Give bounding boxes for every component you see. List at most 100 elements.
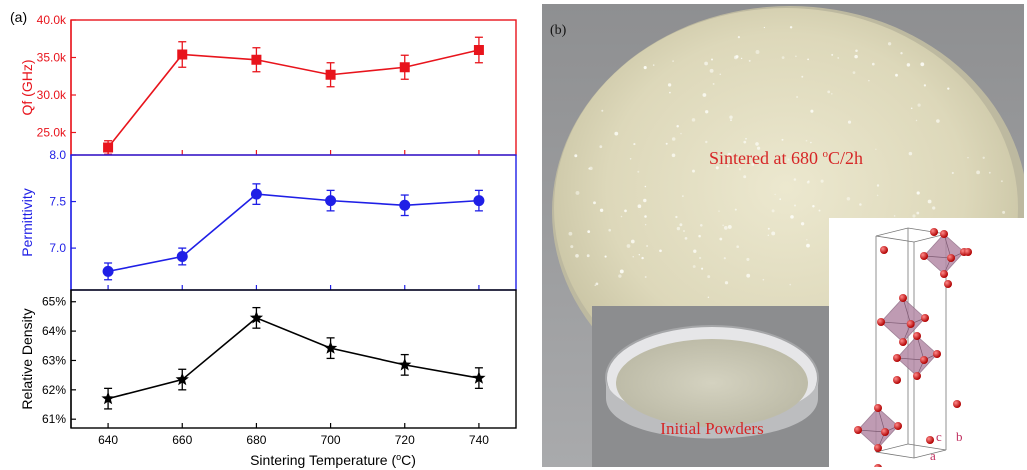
- atom: [953, 400, 961, 408]
- sparkle: [871, 62, 875, 66]
- sparkle: [671, 153, 676, 158]
- sparkle: [805, 139, 808, 142]
- sparkle: [680, 132, 682, 135]
- data-point: [176, 250, 188, 262]
- sparkle: [779, 198, 782, 201]
- sparkle: [679, 223, 683, 227]
- data-point: [250, 188, 262, 200]
- sparkle: [976, 170, 980, 175]
- oxygen-atom: [921, 314, 929, 322]
- sparkle: [626, 244, 631, 248]
- series-line: [107, 316, 480, 400]
- sparkle: [920, 62, 925, 67]
- sparkle: [705, 140, 708, 144]
- oxygen-atom: [913, 372, 921, 380]
- sparkle: [771, 209, 775, 213]
- sparkle: [831, 53, 834, 56]
- panel-b-label: (b): [550, 23, 567, 38]
- powder-label: Initial Powders: [660, 419, 763, 438]
- sparkle: [859, 203, 862, 206]
- sparkle: [723, 257, 726, 260]
- sparkle: [763, 26, 766, 29]
- sparkle: [762, 278, 765, 281]
- sparkle: [608, 228, 612, 232]
- sparkle: [676, 226, 681, 231]
- sparkle: [711, 58, 713, 61]
- octahedron: [920, 230, 968, 278]
- sparkle: [912, 214, 916, 218]
- sparkle: [727, 152, 732, 157]
- sparkle: [774, 193, 776, 196]
- sparkle: [875, 148, 877, 150]
- y-tick-label: 61%: [42, 412, 66, 426]
- sparkle: [796, 95, 799, 99]
- data-point: [175, 372, 189, 386]
- sparkle: [684, 237, 688, 240]
- sparkle: [637, 170, 640, 173]
- sparkle: [967, 156, 969, 159]
- sparkle: [910, 107, 913, 110]
- sparkle: [852, 71, 856, 74]
- sparkle: [644, 215, 647, 218]
- atom: [880, 246, 888, 254]
- sparkle: [806, 243, 810, 248]
- y-tick-label: 25.0k: [37, 126, 67, 140]
- crystal-inset-background: [829, 218, 1024, 467]
- sparkle: [754, 154, 758, 158]
- axis-b-label: b: [956, 429, 963, 444]
- sparkle: [729, 115, 733, 119]
- sparkle: [726, 165, 729, 168]
- permittivity-chart: 7.0 7.5 8.0 Permittivity: [19, 148, 517, 291]
- sparkle: [827, 90, 831, 94]
- sparkle: [723, 226, 728, 230]
- sparkle: [916, 211, 920, 215]
- sparkle: [807, 58, 809, 61]
- y-tick-label: 8.0: [49, 148, 66, 162]
- sparkle: [820, 179, 824, 183]
- sparkle: [734, 208, 737, 211]
- sparkle: [704, 61, 708, 66]
- sparkle: [876, 194, 879, 197]
- sparkle: [624, 209, 627, 213]
- sparkle: [982, 156, 985, 159]
- oxygen-atom: [947, 254, 955, 262]
- sparkle: [895, 73, 898, 77]
- axis-c-label: c: [936, 429, 942, 444]
- sparkle: [790, 215, 794, 219]
- sparkle: [709, 68, 714, 73]
- sparkle: [630, 239, 635, 244]
- sparkle: [682, 195, 684, 197]
- sparkle: [718, 210, 720, 212]
- sparkle: [923, 84, 927, 87]
- sparkle: [705, 110, 709, 114]
- sparkle: [1000, 180, 1003, 183]
- sparkle: [746, 273, 751, 278]
- axis-a-label: a: [930, 448, 936, 463]
- sparkle: [633, 143, 636, 146]
- sparkle: [629, 158, 632, 160]
- sparkle: [587, 230, 591, 234]
- sparkle: [846, 196, 851, 201]
- oxygen-atom: [940, 230, 948, 238]
- oxygen-atom: [940, 270, 948, 278]
- sparkle: [676, 124, 679, 128]
- y-axis-label: Permittivity: [19, 188, 35, 256]
- sparkle: [748, 59, 751, 62]
- sparkle: [917, 103, 921, 107]
- sparkle: [618, 274, 622, 278]
- x-tick-label: 700: [321, 433, 341, 447]
- sparkle: [854, 54, 858, 59]
- sparkle: [793, 178, 797, 181]
- sparkle: [620, 215, 623, 218]
- y-axis-label: Relative Density: [19, 308, 35, 409]
- octahedron: [877, 294, 929, 346]
- sparkle: [701, 267, 704, 270]
- oxygen-atom: [893, 354, 901, 362]
- atom: [874, 464, 882, 467]
- sparkle: [936, 119, 940, 123]
- sparkle: [575, 253, 579, 258]
- sparkle: [652, 64, 655, 66]
- y-tick-label: 64%: [42, 324, 66, 338]
- x-tick-label: 680: [246, 433, 266, 447]
- oxygen-atom: [906, 320, 915, 328]
